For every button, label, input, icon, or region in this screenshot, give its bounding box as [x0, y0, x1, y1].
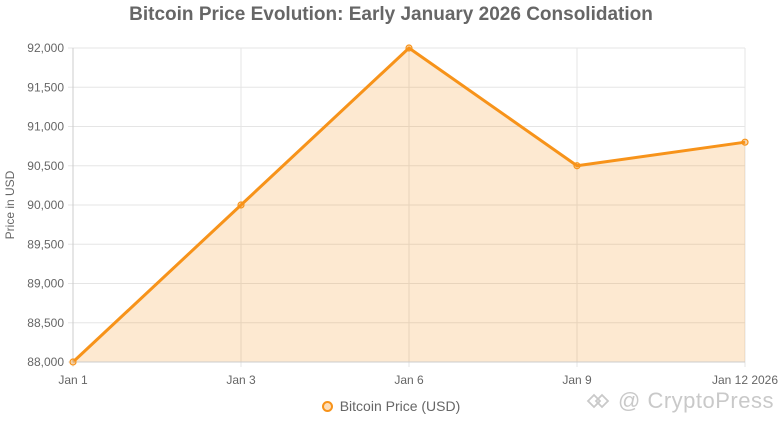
- x-tick-label: Jan 3: [226, 373, 256, 387]
- y-tick-label: 92,000: [27, 41, 64, 55]
- y-tick-label: 89,000: [27, 277, 64, 291]
- data-point: [69, 358, 77, 366]
- x-tick-label: Jan 6: [394, 373, 424, 387]
- y-axis-title: Price in USD: [3, 170, 17, 239]
- axes: [72, 48, 745, 363]
- series-line: [71, 46, 746, 364]
- cryptopress-logo-icon: [586, 393, 610, 409]
- series-points-layer: [69, 44, 749, 366]
- x-tick-label: Jan 9: [562, 373, 592, 387]
- data-point: [741, 138, 749, 146]
- data-point: [237, 201, 245, 209]
- y-tick-label: 91,500: [27, 80, 64, 94]
- series-area-fill: [73, 48, 745, 362]
- series-area-layer: [71, 46, 746, 364]
- y-tick-label: 91,000: [27, 120, 64, 134]
- tick-labels: 88,000 88,500 89,000 89,500 90,000 90,500 91,0…: [3, 41, 778, 387]
- y-tick-label: 88,000: [27, 355, 64, 369]
- y-tick-label: 90,000: [27, 198, 64, 212]
- data-point: [405, 44, 413, 52]
- y-tick-label: 90,500: [27, 159, 64, 173]
- chart-title: Bitcoin Price Evolution: Early January 2…: [129, 4, 653, 25]
- x-tick-label: Jan 1: [58, 373, 88, 387]
- watermark: @ CryptoPress: [586, 388, 774, 414]
- legend[interactable]: Bitcoin Price (USD): [0, 398, 782, 414]
- y-tick-label: 89,500: [27, 237, 64, 251]
- y-tick-label: 88,500: [27, 316, 64, 330]
- legend-swatch-icon: [321, 400, 333, 412]
- legend-label: Bitcoin Price (USD): [339, 398, 461, 414]
- data-point: [573, 162, 581, 170]
- x-tick-label: Jan 12 2026: [712, 373, 778, 387]
- watermark-text: @ CryptoPress: [618, 388, 774, 413]
